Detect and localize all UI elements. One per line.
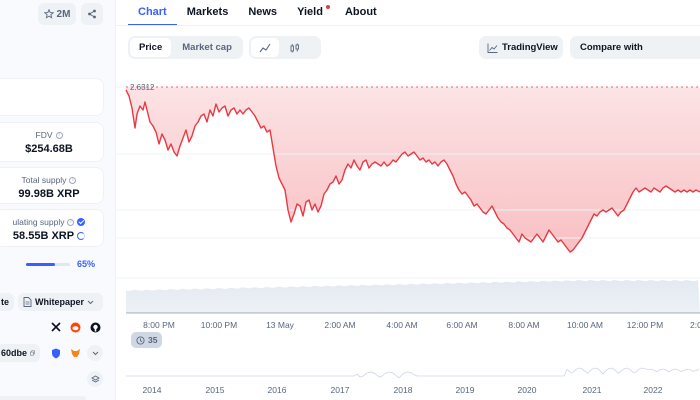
event-count-badge[interactable]: 35 (131, 332, 163, 348)
tab-about[interactable]: About (344, 6, 377, 18)
circulating-supply-card: ulating supply i 58.55B XRP (0, 209, 104, 247)
tab-markets[interactable]: Markets (186, 6, 229, 18)
market-cap-card (0, 78, 104, 116)
price-chart[interactable]: 2.6312 8:00 PM 10:00 PM 13 May 2:00 AM 4:00 … (116, 66, 700, 400)
compare-with-dropdown[interactable]: Compare with (570, 36, 700, 59)
tradingview-button[interactable]: TradingView (479, 36, 563, 59)
fdv-card: FDV i $254.68B (0, 122, 104, 162)
x-axis-ticks: 8:00 PM 10:00 PM 13 May 2:00 AM 4:00 AM 6:00 … (143, 320, 700, 330)
high-price-label: 2.6312 (130, 83, 155, 92)
x-twitter-icon[interactable] (48, 319, 64, 335)
overview-series (126, 367, 700, 379)
history-icon (136, 335, 145, 345)
circulating-progress: 65% (0, 258, 115, 272)
tab-news[interactable]: News (248, 6, 278, 18)
year-axis-ticks: 2014 2015 2016 2017 2018 2019 2020 2021 2022 (143, 385, 663, 395)
info-icon[interactable]: i (67, 218, 75, 226)
info-icon[interactable]: i (69, 176, 77, 184)
more-chip[interactable] (0, 396, 86, 400)
supply-progress-ring-icon (77, 232, 86, 240)
whitepaper-label: Whitepaper (35, 297, 85, 307)
x-tick-label: 2:0 (690, 320, 700, 330)
event-count: 35 (148, 335, 158, 345)
shield-icon[interactable] (48, 345, 64, 361)
verified-icon (77, 218, 86, 226)
year-tick-label: 2017 (331, 385, 350, 395)
tab-yield[interactable]: Yield (287, 0, 335, 26)
line-chart-button[interactable] (251, 38, 279, 57)
line-chart-icon (259, 43, 271, 52)
contract-address-chip[interactable]: 60dbe (0, 344, 40, 362)
more-chevron-button[interactable] (87, 345, 103, 361)
price-area (126, 87, 700, 252)
contract-address-label: 60dbe (1, 348, 28, 358)
tab-divider (116, 25, 700, 26)
chart-type-toggle (249, 36, 321, 59)
total-supply-card: Total supply i 99.98B XRP (0, 167, 104, 204)
chevron-down-icon (92, 351, 98, 355)
volume-bars (126, 280, 700, 313)
notification-dot (325, 5, 330, 9)
chart-icon (487, 43, 498, 53)
price-button[interactable]: Price (130, 38, 172, 57)
total-supply-value: 99.98B XRP (18, 188, 80, 200)
market-cap-button[interactable]: Market cap (182, 42, 232, 53)
year-tick-label: 2021 (583, 385, 602, 395)
star-icon (43, 9, 54, 19)
chevron-down-icon (87, 300, 94, 304)
progress-fill (26, 263, 55, 266)
candlestick-icon (290, 43, 299, 52)
x-tick-label: 8:00 AM (508, 320, 539, 330)
layers-icon (90, 374, 100, 383)
fdv-label: FDV (35, 130, 53, 140)
website-chip-label: te (1, 297, 10, 307)
candlestick-button[interactable] (281, 38, 309, 57)
tab-bar: Chart Markets News Yield About (128, 0, 387, 26)
circulating-supply-label: ulating supply (12, 217, 65, 227)
x-tick-label: 10:00 PM (201, 320, 237, 330)
fdv-value: $254.68B (25, 143, 73, 155)
reddit-icon[interactable] (67, 319, 83, 335)
github-icon[interactable] (87, 319, 103, 335)
x-tick-label: 13 May (266, 320, 295, 330)
document-icon (23, 297, 32, 307)
watchlist-button[interactable]: 2M (38, 3, 76, 25)
explorer-button[interactable] (87, 371, 103, 387)
tab-yield-label: Yield (297, 6, 323, 18)
metamask-icon[interactable] (67, 345, 83, 361)
year-tick-label: 2020 (518, 385, 537, 395)
year-tick-label: 2014 (143, 385, 162, 395)
x-tick-label: 10:00 AM (567, 320, 603, 330)
year-tick-label: 2016 (268, 385, 287, 395)
tab-chart[interactable]: Chart (128, 0, 177, 26)
progress-track (26, 263, 70, 266)
year-tick-label: 2019 (456, 385, 475, 395)
price-marketcap-toggle: Price Market cap (128, 36, 243, 59)
whitepaper-chip[interactable]: Whitepaper (18, 293, 103, 311)
x-tick-label: 8:00 PM (143, 320, 175, 330)
sidebar: 2M FDV i $254.68B Total supply i 99.98B XR… (0, 0, 116, 400)
x-tick-label: 12:00 PM (627, 320, 663, 330)
copy-icon[interactable] (30, 349, 35, 357)
price-line (125, 89, 700, 253)
watchlist-count: 2M (56, 8, 71, 20)
info-icon[interactable]: i (55, 131, 63, 139)
share-button[interactable] (81, 3, 103, 25)
total-supply-label: Total supply (21, 175, 67, 185)
x-tick-label: 4:00 AM (386, 320, 417, 330)
chart-svg: 2.6312 8:00 PM 10:00 PM 13 May 2:00 AM 4:00 … (116, 83, 700, 395)
year-tick-label: 2018 (394, 385, 413, 395)
circulating-supply-value: 58.55B XRP (12, 230, 75, 242)
progress-percent: 65% (77, 259, 96, 269)
x-tick-label: 2:00 AM (324, 320, 355, 330)
compare-with-label: Compare with (580, 42, 643, 53)
share-icon (88, 9, 96, 19)
year-tick-label: 2015 (206, 385, 225, 395)
tradingview-label: TradingView (502, 42, 558, 53)
website-chip[interactable]: te (0, 293, 14, 311)
year-tick-label: 2022 (644, 385, 663, 395)
x-tick-label: 6:00 AM (446, 320, 477, 330)
